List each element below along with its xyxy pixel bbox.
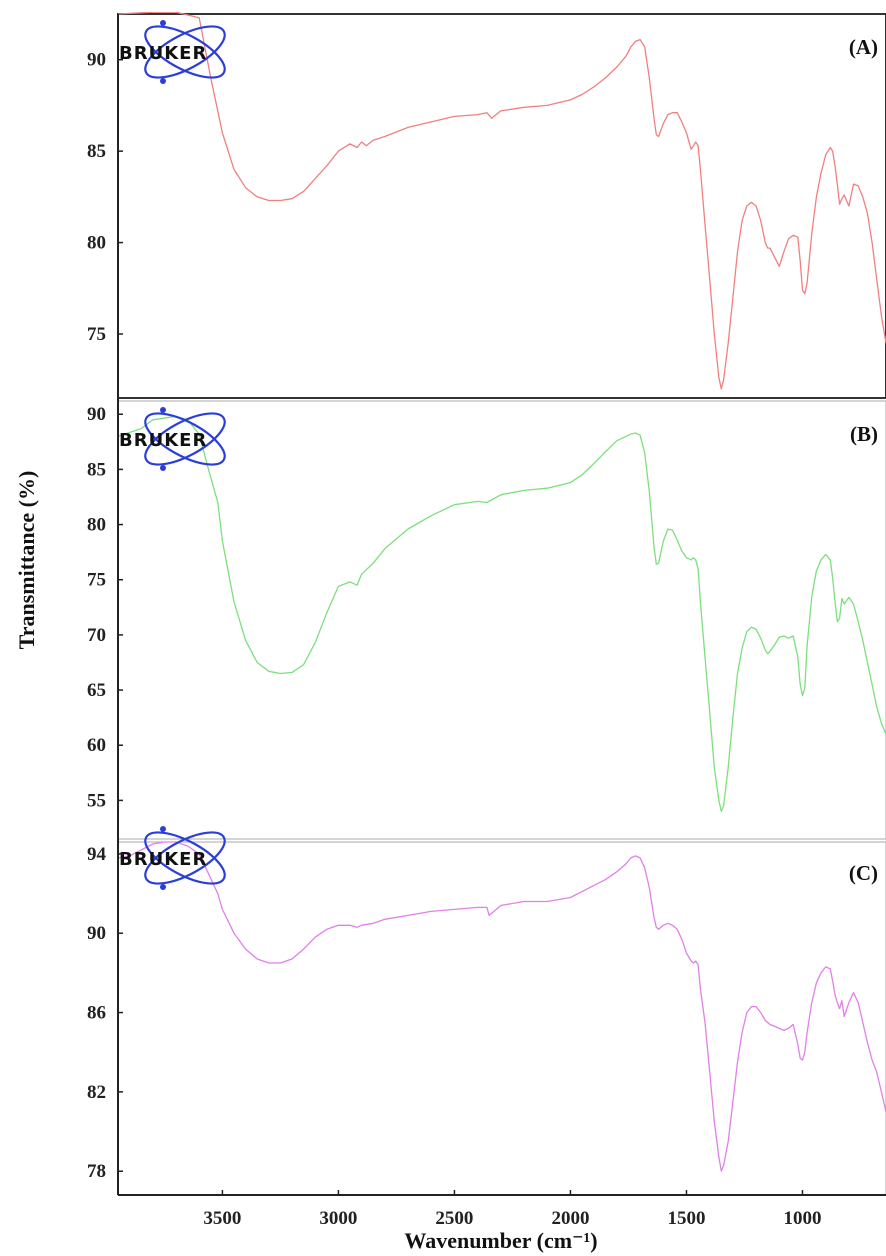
y-axis-title: Transmittance (%) xyxy=(14,471,39,650)
x-tick-label: 3000 xyxy=(319,1208,357,1229)
x-tick-label: 1500 xyxy=(667,1208,705,1229)
panel-label-b: (B) xyxy=(850,422,878,446)
y-tick-label: 90 xyxy=(87,404,106,425)
spectrum-line-b xyxy=(118,415,886,813)
y-tick-label: 65 xyxy=(87,680,106,701)
spectrum-line-c xyxy=(118,841,886,1172)
bruker-logo: BRUKER xyxy=(119,20,226,84)
logo-dot xyxy=(160,826,166,832)
y-tick-label: 86 xyxy=(87,1003,106,1024)
x-tick-label: 2000 xyxy=(551,1208,589,1229)
logo-orbit xyxy=(144,25,226,79)
y-tick-label: 60 xyxy=(87,735,106,756)
x-tick-label: 3500 xyxy=(203,1208,241,1229)
y-tick-label: 90 xyxy=(87,923,106,944)
y-tick-label: 75 xyxy=(87,324,106,345)
panel-label-a: (A) xyxy=(849,35,878,59)
logo-orbit xyxy=(144,412,226,466)
bruker-logo-text: BRUKER xyxy=(119,849,207,870)
y-tick-label: 80 xyxy=(87,515,106,536)
panel-frame-3 xyxy=(117,841,886,1196)
logo-dot xyxy=(160,407,166,413)
logo-dot xyxy=(160,465,166,471)
y-tick-label: 85 xyxy=(87,459,106,480)
x-axis-title: Wavenumber (cm⁻¹) xyxy=(404,1228,597,1253)
y-tick-label: 85 xyxy=(87,141,106,162)
bruker-logo-text: BRUKER xyxy=(119,430,207,451)
y-tick-label: 55 xyxy=(87,790,106,811)
panel-label-c: (C) xyxy=(849,861,878,885)
logo-dot xyxy=(160,78,166,84)
logo-orbit xyxy=(144,25,226,79)
y-tick-label: 75 xyxy=(87,570,106,591)
panel-frame-1 xyxy=(117,13,886,399)
y-tick-label: 78 xyxy=(87,1161,106,1182)
y-tick-label: 70 xyxy=(87,625,106,646)
logo-orbit xyxy=(144,412,226,466)
logo-orbit xyxy=(144,831,226,885)
x-tick-label: 2500 xyxy=(435,1208,473,1229)
bruker-logo: BRUKER xyxy=(119,407,226,471)
panel-frame-2 xyxy=(117,400,886,840)
bruker-logo-text: BRUKER xyxy=(119,43,207,64)
y-tick-label: 94 xyxy=(87,844,107,865)
spectrum-line-a xyxy=(118,12,886,390)
x-tick-label: 1000 xyxy=(783,1208,821,1229)
logo-dot xyxy=(160,884,166,890)
logo-orbit xyxy=(144,831,226,885)
y-tick-label: 90 xyxy=(87,50,106,71)
logo-dot xyxy=(160,20,166,26)
y-tick-label: 80 xyxy=(87,233,106,254)
y-tick-label: 82 xyxy=(87,1082,106,1103)
bruker-logo: BRUKER xyxy=(119,826,226,890)
